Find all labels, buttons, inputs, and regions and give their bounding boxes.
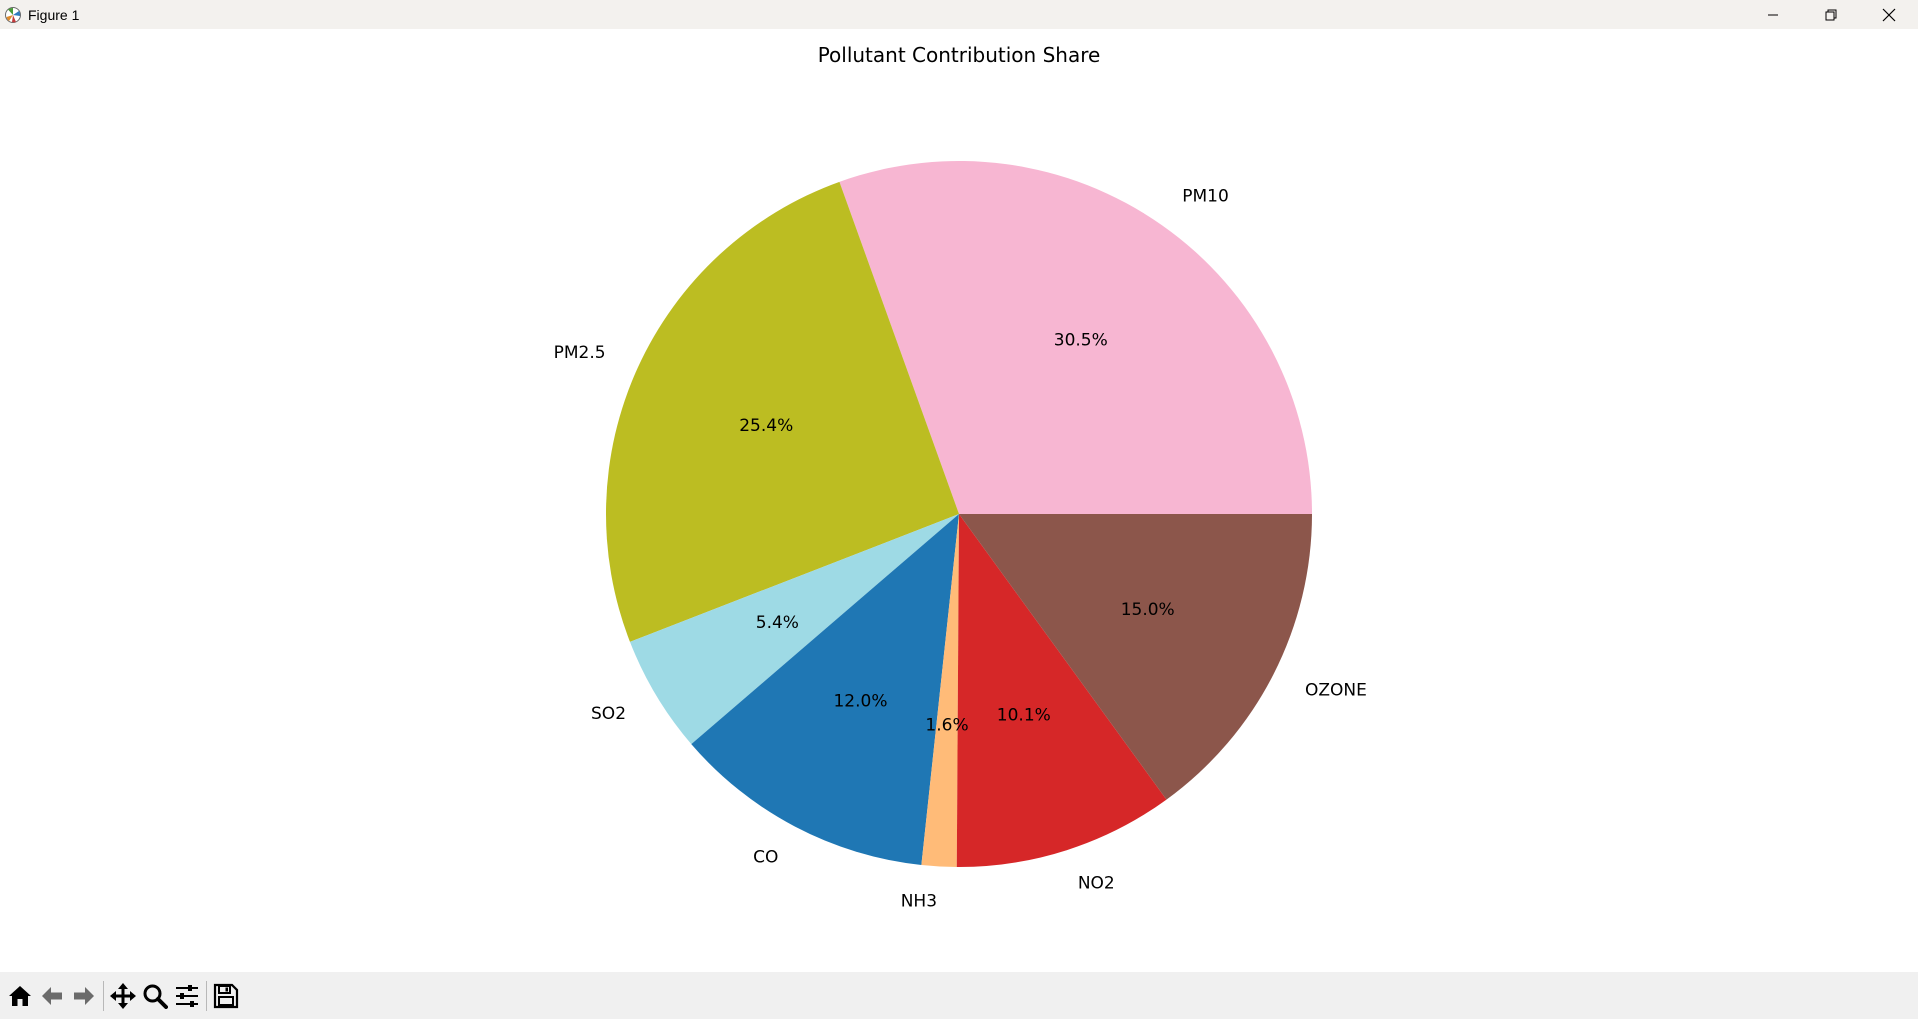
chart-title: Pollutant Contribution Share	[818, 43, 1101, 67]
back-button[interactable]	[36, 977, 68, 1015]
window-title: Figure 1	[28, 6, 80, 23]
figure-canvas[interactable]: Pollutant Contribution Share PM10 30.5% PM…	[0, 29, 1918, 972]
zoom-icon	[143, 984, 168, 1009]
toolbar-separator	[206, 980, 207, 1011]
matplotlib-logo-icon	[4, 6, 22, 24]
slice-percent-label: 1.6%	[925, 715, 968, 735]
pie-slice-pm10	[839, 161, 1312, 514]
home-icon	[9, 985, 31, 1006]
close-button[interactable]	[1860, 0, 1918, 29]
pie-slice-no2	[956, 514, 1167, 867]
pie-slice-co	[691, 514, 959, 865]
slice-label: PM10	[1182, 186, 1229, 206]
pan-button[interactable]	[107, 977, 139, 1015]
window-controls	[1744, 0, 1918, 29]
configure-subplots-icon	[176, 984, 198, 1007]
pie-labels: PM10 30.5% PM2.5 25.4% SO2 5.4% CO 12.0% NH3 1.6%…	[554, 186, 1367, 911]
slice-label: PM2.5	[554, 343, 606, 363]
title-bar: Figure 1	[0, 0, 1918, 29]
slice-percent-label: 25.4%	[739, 416, 793, 436]
pie-chart: Pollutant Contribution Share PM1030.5%PM…	[554, 43, 1367, 912]
slice-percent-label: 10.1%	[997, 706, 1051, 726]
zoom-button[interactable]	[139, 977, 171, 1015]
slice-percent-label: 30.5%	[1054, 331, 1108, 351]
slice-percent-label: 15.0%	[1121, 600, 1175, 620]
forward-arrow-icon	[74, 986, 94, 1005]
pie-slice-so2	[629, 514, 959, 745]
save-icon	[213, 983, 239, 1008]
minimize-icon	[1768, 14, 1778, 15]
slice-label: NO2	[1078, 874, 1115, 894]
forward-button[interactable]	[68, 977, 100, 1015]
slice-label: NH3	[901, 892, 937, 912]
pie-slice-nh3	[921, 514, 959, 867]
save-button[interactable]	[210, 977, 242, 1015]
navigation-toolbar	[0, 972, 1918, 1019]
restore-button[interactable]	[1802, 0, 1860, 29]
slice-percent-label: 5.4%	[756, 613, 799, 633]
pie-slices	[605, 161, 1312, 867]
pan-icon	[110, 982, 136, 1009]
restore-icon	[1825, 9, 1837, 20]
slice-label: CO	[753, 848, 778, 868]
pie-slice-pm25	[605, 181, 959, 642]
slice-label: SO2	[591, 704, 626, 724]
slice-label: OZONE	[1305, 680, 1367, 700]
minimize-button[interactable]	[1744, 0, 1802, 29]
home-button[interactable]	[4, 977, 36, 1015]
pie-slice-ozone	[959, 514, 1312, 800]
back-arrow-icon	[42, 986, 62, 1005]
slice-percent-label: 12.0%	[833, 691, 887, 711]
close-icon	[1882, 8, 1896, 21]
configure-subplots-button[interactable]	[171, 977, 203, 1015]
toolbar-separator	[103, 980, 104, 1011]
